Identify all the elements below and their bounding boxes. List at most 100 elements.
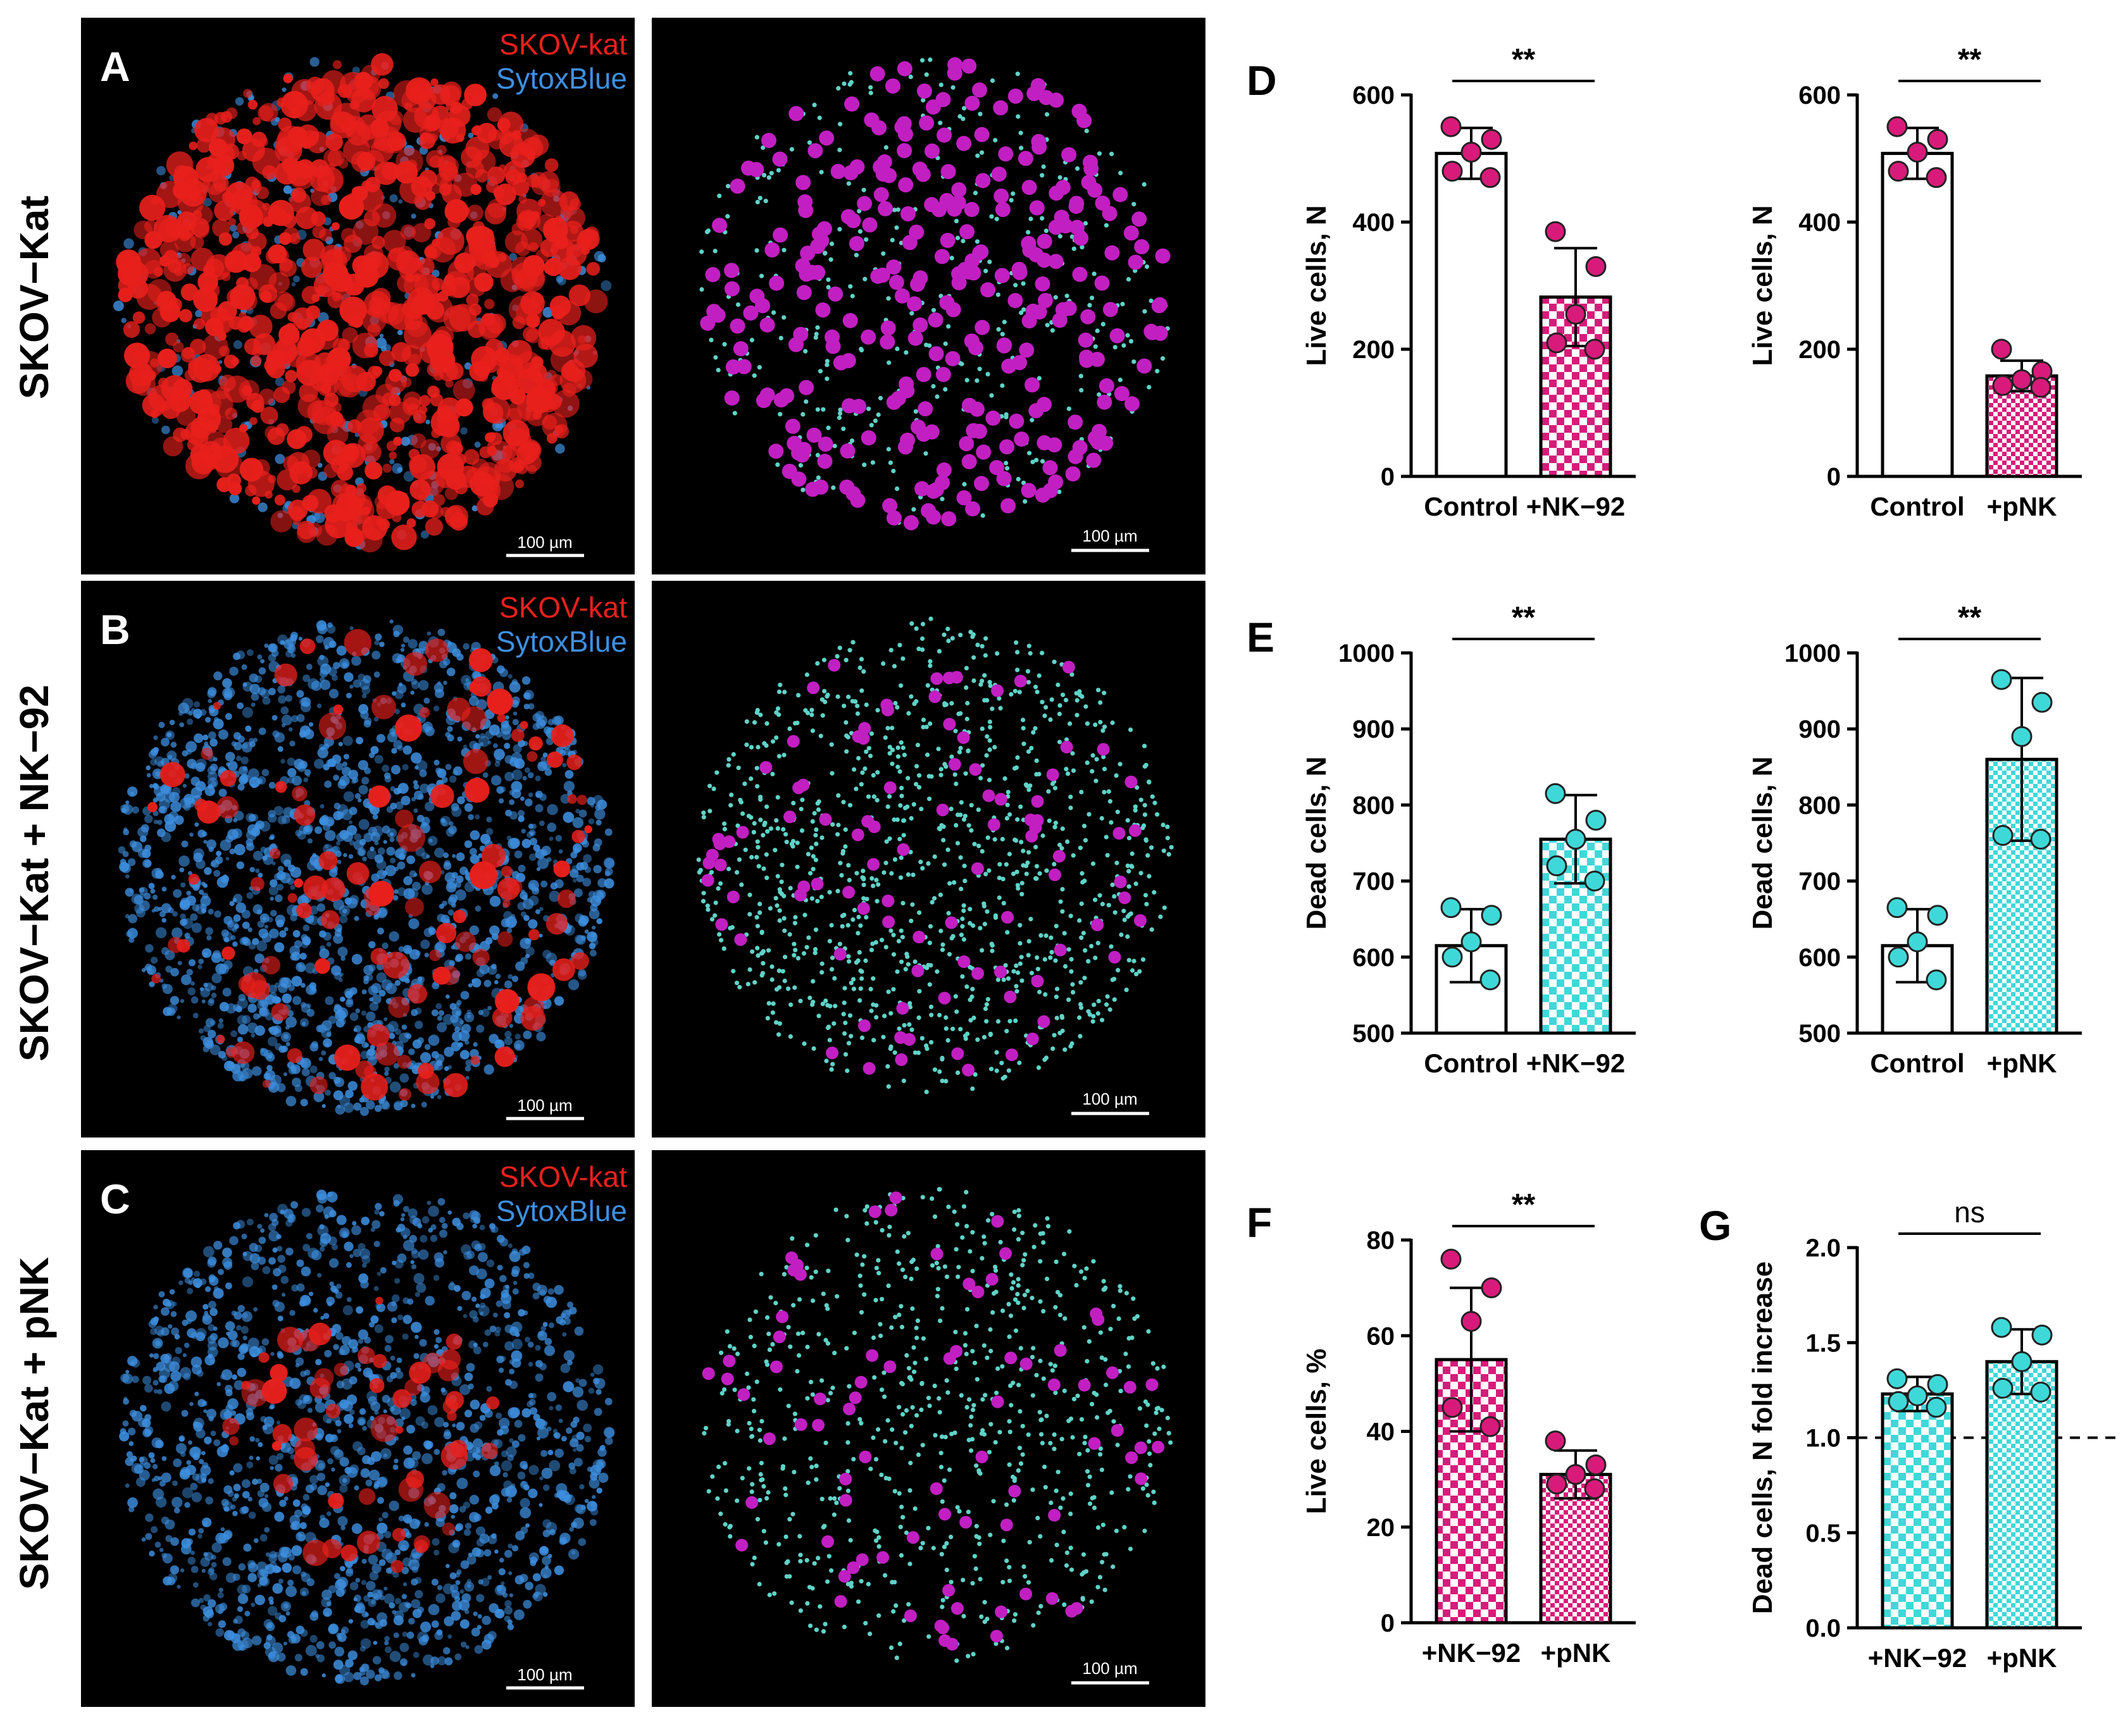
y-tick-label: 60 [1367, 1322, 1395, 1350]
legend-sytoxblue: SytoxBlue [496, 1194, 627, 1227]
data-point [1926, 167, 1947, 189]
data-point [1441, 1397, 1463, 1418]
fluorescence-cells [113, 53, 612, 553]
data-point [1907, 1385, 1928, 1406]
scale-bar-label: 100 µm [517, 1665, 572, 1684]
data-point [1886, 897, 1908, 919]
data-point [1479, 1416, 1501, 1437]
panel-letter: C [100, 1175, 130, 1222]
y-axis-label: Dead cells, N fold increase [1747, 1262, 1778, 1615]
category-label: +pNK [1987, 492, 2057, 521]
y-axis-label: Live cells, N [1301, 205, 1332, 366]
data-point [1584, 871, 1605, 892]
data-point [1991, 1317, 2012, 1338]
category-label: +pNK [1987, 1643, 2057, 1673]
y-tick-label: 600 [1352, 944, 1395, 972]
y-tick-label: 1.5 [1805, 1329, 1841, 1357]
panel-letter: A [100, 43, 130, 90]
scale-bar-label: 100 µm [517, 533, 572, 552]
data-point [1545, 783, 1566, 804]
bar-1 [1985, 1360, 2058, 1630]
data-point [1926, 1396, 1947, 1418]
legend-skov-kat: SKOV-kat [499, 28, 627, 61]
data-point [1565, 1464, 1586, 1485]
category-label: +NK−92 [1422, 1638, 1521, 1668]
data-point [2011, 726, 2033, 747]
data-point [2030, 376, 2051, 398]
fluorescence-cells [118, 619, 615, 1116]
y-tick-label: 600 [1798, 944, 1841, 972]
data-point [1460, 1311, 1482, 1332]
data-point [1545, 1430, 1566, 1452]
data-point [1927, 905, 1948, 926]
category-label: Control [1424, 1048, 1518, 1078]
data-point [2011, 369, 2033, 390]
y-tick-label: 400 [1352, 209, 1395, 237]
y-tick-label: 0.0 [1805, 1615, 1841, 1642]
bar-0 [1881, 151, 1954, 478]
data-point [1565, 828, 1586, 850]
data-point [1441, 946, 1463, 968]
y-axis-label: Live cells, % [1301, 1349, 1332, 1515]
data-point [1992, 375, 2014, 396]
data-point [1440, 1248, 1462, 1270]
y-tick-label: 600 [1352, 82, 1395, 109]
data-point [1565, 304, 1586, 325]
data-point [1585, 1454, 1607, 1475]
data-point [1927, 128, 1948, 150]
data-point [1481, 1277, 1502, 1299]
data-point [1907, 141, 1928, 163]
bar-1 [1539, 1473, 1612, 1625]
significance-label: ** [1512, 43, 1536, 77]
data-point [2011, 1351, 2033, 1372]
data-point [1992, 1377, 2014, 1399]
data-point [1481, 905, 1502, 926]
y-tick-label: 0 [1827, 463, 1841, 491]
scale-bar-label: 100 µm [1082, 1659, 1137, 1678]
data-point [1460, 141, 1482, 163]
data-point [1888, 1391, 1909, 1412]
category-label: Control [1870, 492, 1964, 521]
y-tick-label: 600 [1798, 82, 1841, 109]
y-tick-label: 800 [1352, 791, 1395, 819]
category-label: +pNK [1541, 1638, 1611, 1668]
chart-d1: 0 200 400 600 Live cells, N D Control +NK−92 ** [1247, 43, 1636, 521]
category-label: +pNK [1987, 1048, 2057, 1078]
y-tick-label: 500 [1798, 1020, 1841, 1048]
data-point [1927, 1373, 1948, 1395]
data-point [1440, 897, 1462, 919]
data-point [1546, 1473, 1567, 1495]
y-tick-label: 0.5 [1805, 1520, 1841, 1547]
data-point [1991, 338, 2012, 360]
y-tick-label: 500 [1352, 1020, 1395, 1048]
significance-label: ** [1958, 43, 1982, 77]
data-point [1479, 969, 1501, 991]
y-tick-label: 1.0 [1805, 1425, 1841, 1453]
data-point [1460, 931, 1482, 953]
bar-0 [1435, 151, 1508, 478]
y-tick-label: 900 [1798, 716, 1841, 743]
category-label: Control [1424, 492, 1518, 521]
y-tick-label: 800 [1798, 791, 1841, 819]
data-point [1481, 128, 1502, 150]
data-point [1886, 1368, 1908, 1389]
data-point [1585, 256, 1607, 277]
data-point [2031, 1324, 2053, 1346]
panel-letter: F [1247, 1199, 1272, 1246]
y-tick-label: 700 [1352, 868, 1395, 896]
panel-letter: E [1247, 614, 1274, 660]
legend-sytoxblue: SytoxBlue [496, 62, 627, 95]
category-label: +NK−92 [1526, 492, 1625, 521]
data-point [1546, 332, 1567, 354]
y-axis-label: Dead cells, N [1301, 757, 1332, 930]
data-point [2030, 1381, 2051, 1403]
segmentation-cells [696, 616, 1174, 1094]
chart-e1: 500 600 700 800 900 1000 Dead cells, N E Control… [1247, 601, 1636, 1078]
y-tick-label: 400 [1798, 209, 1841, 237]
significance-label: ** [1512, 1188, 1536, 1222]
data-point [1888, 946, 1909, 968]
data-point [1440, 116, 1462, 137]
